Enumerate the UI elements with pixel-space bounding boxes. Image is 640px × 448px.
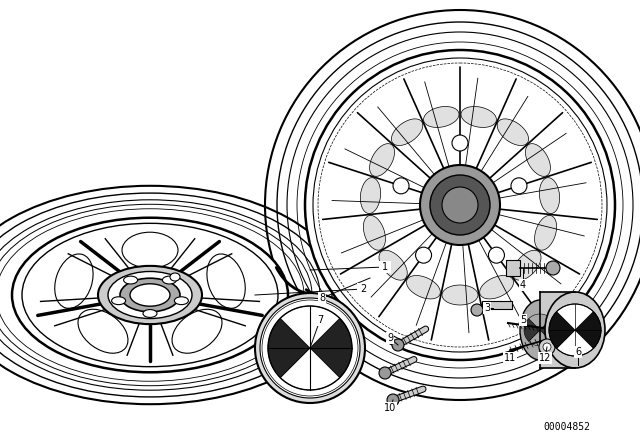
Ellipse shape <box>124 276 138 284</box>
Circle shape <box>442 187 478 223</box>
Text: 00004852: 00004852 <box>543 422 590 432</box>
Ellipse shape <box>111 297 125 305</box>
Ellipse shape <box>513 250 541 280</box>
Wedge shape <box>549 312 575 349</box>
Ellipse shape <box>143 310 157 317</box>
Text: 3: 3 <box>484 303 490 313</box>
Ellipse shape <box>120 278 180 312</box>
Text: 10: 10 <box>384 403 396 413</box>
Wedge shape <box>310 318 352 378</box>
Circle shape <box>415 247 431 263</box>
Text: 8: 8 <box>319 293 325 303</box>
Ellipse shape <box>170 273 180 281</box>
Circle shape <box>260 298 360 398</box>
Circle shape <box>546 261 560 275</box>
Ellipse shape <box>163 276 177 284</box>
Ellipse shape <box>108 271 192 319</box>
Wedge shape <box>557 330 593 356</box>
Ellipse shape <box>174 297 188 305</box>
Text: 11: 11 <box>504 353 516 363</box>
Ellipse shape <box>172 309 222 353</box>
Text: 6: 6 <box>575 347 581 357</box>
Text: -2: -2 <box>358 284 368 294</box>
Circle shape <box>543 343 551 351</box>
Text: 5: 5 <box>520 315 526 325</box>
Text: 4: 4 <box>520 280 526 290</box>
Circle shape <box>393 178 409 194</box>
Text: 2: 2 <box>360 284 366 294</box>
Text: 1: 1 <box>382 262 388 272</box>
Ellipse shape <box>534 215 557 250</box>
Text: 12: 12 <box>539 353 551 363</box>
Circle shape <box>511 178 527 194</box>
Ellipse shape <box>424 107 459 127</box>
Ellipse shape <box>207 254 245 308</box>
Ellipse shape <box>122 232 178 268</box>
Circle shape <box>539 339 555 355</box>
Bar <box>540 292 575 368</box>
Ellipse shape <box>406 276 440 299</box>
Ellipse shape <box>520 300 560 360</box>
Wedge shape <box>557 304 593 330</box>
Ellipse shape <box>360 178 381 214</box>
Text: 10: 10 <box>384 403 396 413</box>
Ellipse shape <box>479 276 513 299</box>
Ellipse shape <box>540 178 559 214</box>
Text: 9: 9 <box>387 333 393 343</box>
Text: 7: 7 <box>317 315 323 325</box>
Polygon shape <box>506 260 520 276</box>
Ellipse shape <box>55 254 93 308</box>
Ellipse shape <box>364 215 385 250</box>
Circle shape <box>452 135 468 151</box>
Ellipse shape <box>130 284 170 306</box>
Circle shape <box>255 293 365 403</box>
Circle shape <box>488 247 504 263</box>
Text: 4: 4 <box>520 280 526 290</box>
Wedge shape <box>280 306 340 348</box>
Ellipse shape <box>379 250 407 280</box>
Text: 9: 9 <box>387 333 393 343</box>
Wedge shape <box>529 314 551 330</box>
Ellipse shape <box>392 119 423 146</box>
Ellipse shape <box>12 218 288 372</box>
Text: 3: 3 <box>484 303 490 313</box>
Text: 11: 11 <box>504 353 516 363</box>
Ellipse shape <box>369 144 394 177</box>
Ellipse shape <box>525 144 550 177</box>
Ellipse shape <box>497 119 529 146</box>
Wedge shape <box>524 319 540 341</box>
Wedge shape <box>529 330 551 346</box>
Ellipse shape <box>98 266 202 324</box>
Wedge shape <box>268 318 310 378</box>
Text: 8: 8 <box>319 293 325 303</box>
Bar <box>482 301 512 309</box>
Wedge shape <box>575 312 601 349</box>
Text: 7: 7 <box>317 315 323 325</box>
FancyArrowPatch shape <box>276 267 314 298</box>
Circle shape <box>430 175 490 235</box>
Circle shape <box>471 304 483 316</box>
Ellipse shape <box>461 107 497 127</box>
Ellipse shape <box>78 309 128 353</box>
Circle shape <box>392 339 404 351</box>
Circle shape <box>420 165 500 245</box>
Wedge shape <box>540 319 556 341</box>
Circle shape <box>305 50 615 360</box>
Text: 12: 12 <box>539 353 551 363</box>
Text: 5: 5 <box>520 315 526 325</box>
Ellipse shape <box>545 292 605 368</box>
Circle shape <box>387 394 399 406</box>
Circle shape <box>379 367 391 379</box>
Text: 6: 6 <box>575 347 581 357</box>
Ellipse shape <box>442 285 478 305</box>
Text: -1: -1 <box>380 262 390 272</box>
Wedge shape <box>280 348 340 390</box>
